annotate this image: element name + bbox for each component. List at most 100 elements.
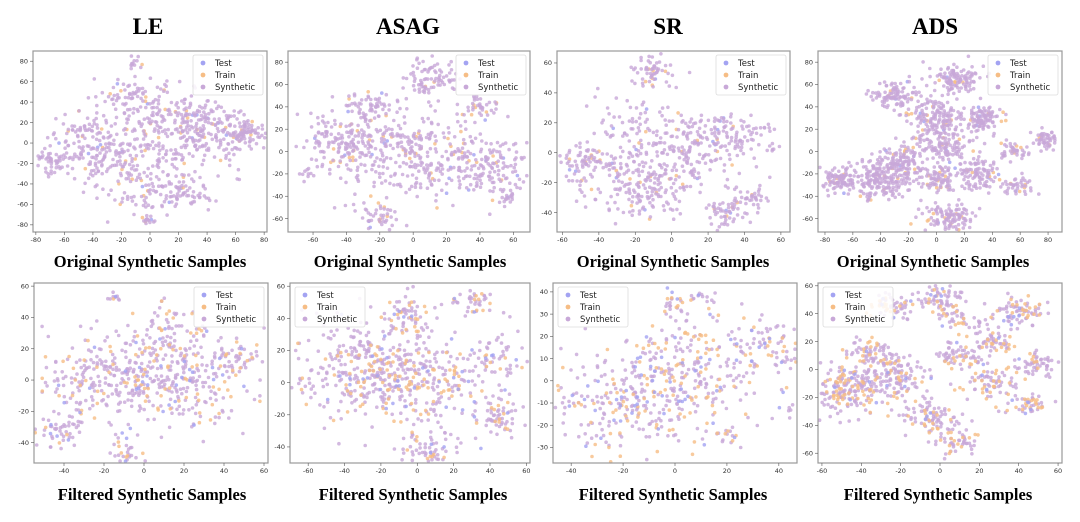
point-synthetic (430, 121, 434, 126)
point-synthetic (150, 205, 154, 210)
point-synthetic (372, 180, 376, 185)
point-synthetic (961, 216, 966, 221)
point-synthetic (123, 95, 128, 100)
point-synthetic (428, 146, 433, 151)
y-tick-label: 40 (20, 98, 28, 106)
point-synthetic (418, 182, 423, 186)
point-synthetic (164, 194, 169, 198)
x-tick-label: 40 (203, 236, 211, 244)
point-synthetic (109, 124, 114, 128)
point-synthetic (183, 365, 188, 369)
point-synthetic (364, 321, 369, 325)
point-synthetic (701, 154, 706, 158)
point-synthetic (97, 138, 102, 143)
point-synthetic (884, 84, 889, 88)
point-train (92, 416, 97, 420)
column-title-sr: SR (653, 14, 683, 39)
point-synthetic (91, 135, 95, 139)
point-synthetic (425, 77, 430, 81)
point-synthetic (144, 105, 148, 110)
point-synthetic (970, 65, 974, 69)
point-train (182, 354, 187, 358)
point-synthetic (908, 181, 912, 186)
point-synthetic (441, 75, 446, 80)
point-synthetic (322, 155, 326, 160)
point-synthetic (971, 124, 976, 128)
point-synthetic (213, 421, 217, 426)
point-synthetic (182, 101, 186, 106)
point-synthetic (175, 390, 179, 394)
point-synthetic (468, 151, 473, 156)
point-synthetic (435, 62, 440, 66)
point-synthetic (607, 207, 611, 211)
point-synthetic (363, 163, 367, 167)
point-synthetic (742, 120, 746, 124)
point-synthetic (1023, 184, 1028, 188)
point-synthetic (675, 135, 679, 139)
point-synthetic (45, 384, 49, 388)
point-synthetic (194, 383, 198, 388)
point-synthetic (70, 435, 75, 440)
point-synthetic (984, 113, 989, 117)
point-synthetic (624, 162, 629, 167)
point-synthetic (380, 153, 385, 158)
point-synthetic (926, 171, 930, 176)
point-synthetic (886, 170, 890, 174)
point-synthetic (239, 138, 243, 142)
point-synthetic (497, 168, 501, 173)
point-synthetic (130, 199, 135, 203)
point-synthetic (173, 157, 177, 161)
point-train (351, 155, 355, 159)
point-synthetic (311, 173, 316, 178)
point-synthetic (379, 102, 384, 106)
point-synthetic (333, 356, 338, 361)
point-synthetic (70, 166, 75, 171)
point-train (166, 365, 170, 370)
point-synthetic (1034, 138, 1039, 142)
point-synthetic (1037, 141, 1041, 146)
point-test (192, 423, 196, 427)
point-synthetic (465, 166, 469, 170)
point-train (589, 187, 594, 192)
point-synthetic (590, 154, 594, 158)
point-test (180, 375, 184, 380)
point-synthetic (923, 128, 927, 132)
point-synthetic (751, 127, 756, 131)
point-synthetic (969, 167, 973, 172)
point-synthetic (980, 121, 984, 125)
y-tick-label: 40 (805, 103, 813, 111)
point-synthetic (72, 124, 77, 128)
point-synthetic (886, 167, 891, 172)
point-synthetic (457, 179, 462, 183)
point-synthetic (461, 137, 466, 142)
point-synthetic (109, 142, 114, 146)
point-synthetic (449, 68, 454, 72)
point-synthetic (898, 148, 902, 152)
y-tick-label: -40 (802, 192, 813, 200)
point-synthetic (689, 170, 694, 175)
point-synthetic (932, 115, 936, 120)
point-synthetic (415, 163, 420, 167)
point-synthetic (759, 133, 763, 137)
point-synthetic (106, 193, 111, 197)
points (818, 54, 1057, 232)
point-synthetic (740, 142, 744, 146)
point-synthetic (387, 127, 391, 131)
point-synthetic (166, 172, 170, 177)
point-synthetic (632, 144, 636, 149)
point-synthetic (565, 153, 569, 158)
point-synthetic (650, 159, 654, 163)
point-synthetic (914, 108, 919, 113)
point-synthetic (230, 348, 234, 353)
point-synthetic (939, 209, 943, 213)
point-synthetic (297, 381, 301, 386)
point-synthetic (391, 146, 395, 151)
point-synthetic (79, 365, 83, 370)
point-synthetic (378, 128, 383, 133)
point-synthetic (198, 175, 202, 180)
point-synthetic (920, 160, 925, 165)
point-synthetic (709, 127, 714, 132)
point-synthetic (844, 167, 848, 172)
point-synthetic (485, 113, 490, 117)
point-synthetic (260, 123, 264, 128)
